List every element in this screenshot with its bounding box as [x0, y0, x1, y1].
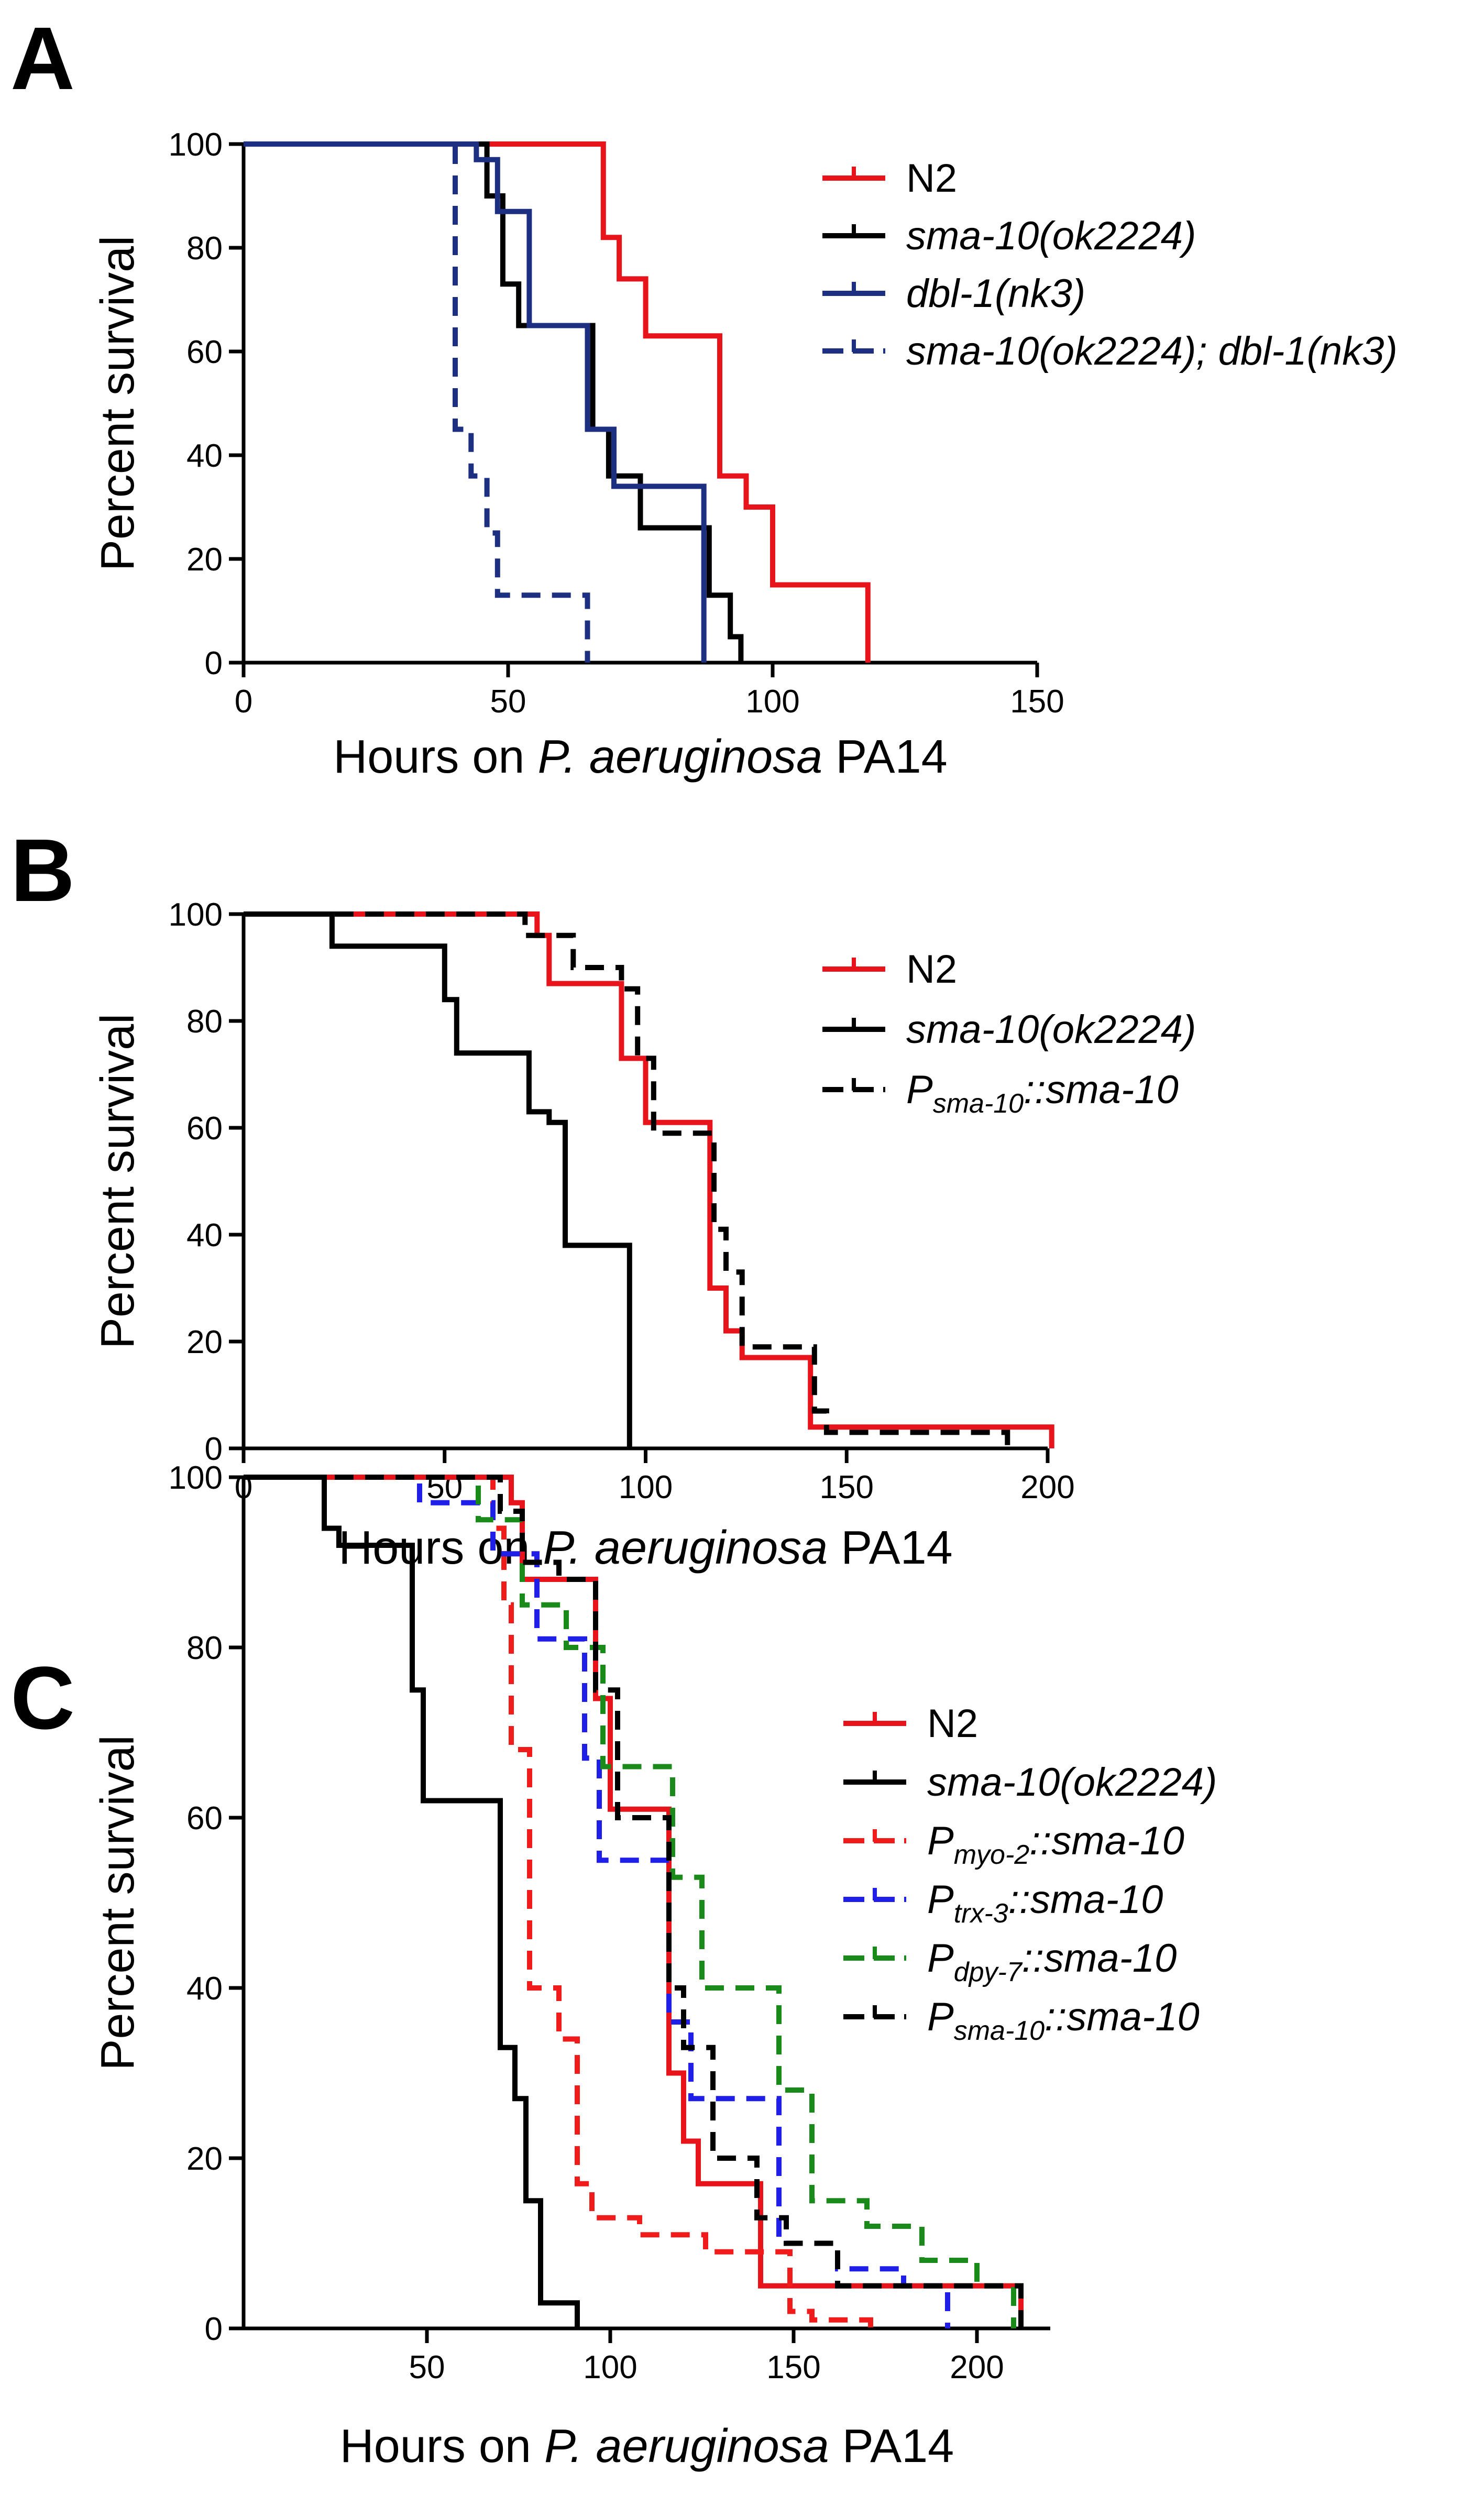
legend-label-c-4-part-2: ::sma-10 — [1022, 1936, 1177, 1981]
y-tick-label-b-3: 60 — [186, 1111, 223, 1147]
y-tick-label-a-4: 80 — [186, 230, 223, 267]
x-tick-label-c-3: 200 — [950, 2349, 1004, 2386]
y-tick-label-b-1: 20 — [186, 1324, 223, 1360]
legend-label-c-5-part-0: P — [927, 1995, 954, 2039]
x-tick-label-c-2: 150 — [766, 2349, 820, 2386]
legend-label-c-1: sma-10(ok2224) — [927, 1760, 1217, 1805]
legend-label-b-2-part-0: P — [906, 1068, 933, 1112]
legend-label-c-5-part-1: sma-10 — [954, 2016, 1045, 2046]
x-axis-title-b: Hours on P. aeruginosa PA14 — [338, 1522, 952, 1574]
x-tick-label-b-3: 150 — [820, 1469, 874, 1505]
x-axis-title-part-b-1: P. aeruginosa — [543, 1522, 828, 1574]
x-axis-title-part-c-2: PA14 — [829, 2420, 954, 2472]
legend-label-c-4: Pdpy-7::sma-10 — [927, 1936, 1177, 1987]
panel-letter-a: A — [10, 9, 75, 108]
series-line-b-1 — [244, 911, 632, 1448]
legend-label-c-1-part-0: sma-10(ok2224) — [927, 1760, 1217, 1805]
legend-label-b-0-part-0: N2 — [906, 947, 957, 992]
x-tick-label-a-0: 0 — [235, 684, 252, 720]
legend-label-c-3-part-0: P — [927, 1877, 954, 1922]
legend-label-c-2-part-2: ::sma-10 — [1029, 1819, 1184, 1863]
legend-label-a-2: dbl-1(nk3) — [906, 271, 1085, 316]
panel-letter-b: B — [10, 821, 75, 920]
series-line-a-0 — [244, 141, 871, 663]
x-axis-title-part-a-2: PA14 — [822, 731, 948, 783]
chart-panel-b: 020406080100050100150200Percent survival… — [92, 897, 1196, 1574]
x-tick-label-b-2: 100 — [619, 1469, 673, 1505]
panel-letter-c: C — [10, 1648, 75, 1748]
x-tick-label-c-0: 50 — [409, 2349, 445, 2386]
series-line-a-3 — [244, 141, 590, 663]
x-axis-title-part-c-0: Hours on — [340, 2420, 544, 2472]
y-axis-title-c: Percent survival — [92, 1735, 144, 2070]
legend-label-c-3-part-2: ::sma-10 — [1008, 1877, 1163, 1922]
legend-label-b-1-part-0: sma-10(ok2224) — [906, 1007, 1196, 1052]
series-line-a-2 — [244, 141, 707, 663]
legend-label-c-2-part-0: P — [927, 1819, 954, 1863]
y-tick-label-a-0: 0 — [205, 645, 223, 682]
x-tick-label-a-2: 100 — [745, 684, 799, 720]
x-axis-title-part-a-0: Hours on — [333, 731, 537, 783]
legend-label-a-3: sma-10(ok2224); dbl-1(nk3) — [906, 329, 1398, 373]
series-line-c-1 — [244, 1475, 580, 2328]
y-tick-label-c-3: 60 — [186, 1800, 223, 1837]
legend-label-b-2: Psma-10::sma-10 — [906, 1068, 1179, 1119]
y-tick-label-c-1: 20 — [186, 2141, 223, 2177]
legend-label-c-2-part-1: myo-2 — [954, 1840, 1030, 1870]
y-tick-label-c-2: 40 — [186, 1971, 223, 2007]
legend-label-a-0: N2 — [906, 156, 957, 201]
y-tick-label-b-5: 100 — [169, 897, 223, 933]
chart-panel-a: 0 20 40 60 80 100 0 50 100 150 Percent survival Hou… — [92, 127, 1398, 783]
y-tick-label-a-3: 60 — [186, 334, 223, 370]
y-tick-label-c-0: 0 — [205, 2311, 223, 2347]
legend-label-b-1: sma-10(ok2224) — [906, 1007, 1196, 1052]
legend-label-c-5: Psma-10::sma-10 — [927, 1995, 1200, 2046]
legend-label-c-5-part-2: ::sma-10 — [1045, 1995, 1200, 2039]
legend-label-a-2-part-0: dbl-1(nk3) — [906, 271, 1085, 316]
y-tick-label-b-2: 40 — [186, 1217, 223, 1254]
legend-label-a-1-part-0: sma-10(ok2224) — [906, 214, 1196, 258]
series-line-c-0 — [244, 1475, 1024, 2328]
legend-label-a-0-part-0: N2 — [906, 156, 957, 201]
y-tick-label-b-0: 0 — [205, 1431, 223, 1467]
y-tick-label-c-4: 80 — [186, 1630, 223, 1666]
y-tick-label-a-1: 20 — [186, 542, 223, 578]
legend-label-a-1: sma-10(ok2224) — [906, 214, 1196, 258]
legend-label-c-3: Ptrx-3::sma-10 — [927, 1877, 1163, 1929]
legend-label-b-2-part-1: sma-10 — [933, 1089, 1024, 1119]
legend-label-c-0-part-0: N2 — [927, 1701, 978, 1746]
x-axis-title-part-b-2: PA14 — [828, 1522, 953, 1574]
x-tick-label-b-4: 200 — [1020, 1469, 1074, 1505]
y-tick-label-a-5: 100 — [169, 127, 223, 163]
y-tick-label-a-2: 40 — [186, 438, 223, 474]
y-axis-title-b: Percent survival — [92, 1014, 144, 1349]
legend-label-b-0: N2 — [906, 947, 957, 992]
series-line-c-2 — [244, 1475, 873, 2328]
x-axis-title-c: Hours on P. aeruginosa PA14 — [340, 2420, 954, 2472]
chart-panel-c: 0 20 40 60 80 100 50 100 150 200 Percent survival H… — [92, 1460, 1217, 2472]
y-axis-title-a: Percent survival — [92, 236, 144, 571]
y-tick-label-b-4: 80 — [186, 1004, 223, 1040]
x-axis-title-part-c-1: P. aeruginosa — [544, 2420, 829, 2472]
series-line-b-0 — [244, 911, 1054, 1448]
x-axis-title-part-a-1: P. aeruginosa — [537, 731, 822, 783]
x-tick-label-a-3: 150 — [1010, 684, 1064, 720]
legend-label-c-0: N2 — [927, 1701, 978, 1746]
legend-label-c-4-part-0: P — [927, 1936, 954, 1981]
x-axis-title-a: Hours on P. aeruginosa PA14 — [333, 731, 947, 783]
series-line-b-2 — [244, 911, 1010, 1448]
x-tick-label-a-1: 50 — [490, 684, 526, 720]
series-line-a-1 — [244, 141, 744, 663]
legend-label-c-2: Pmyo-2::sma-10 — [927, 1819, 1184, 1870]
series-line-c-4 — [244, 1475, 1016, 2328]
legend-label-a-3-part-0: sma-10(ok2224); dbl-1(nk3) — [906, 329, 1398, 373]
legend-label-c-3-part-1: trx-3 — [954, 1898, 1008, 1929]
series-line-c-5 — [244, 1475, 1024, 2328]
legend-label-b-2-part-2: ::sma-10 — [1024, 1068, 1179, 1112]
x-tick-label-c-1: 100 — [583, 2349, 637, 2386]
legend-label-c-4-part-1: dpy-7 — [954, 1957, 1023, 1987]
y-tick-label-c-5: 100 — [169, 1460, 223, 1496]
